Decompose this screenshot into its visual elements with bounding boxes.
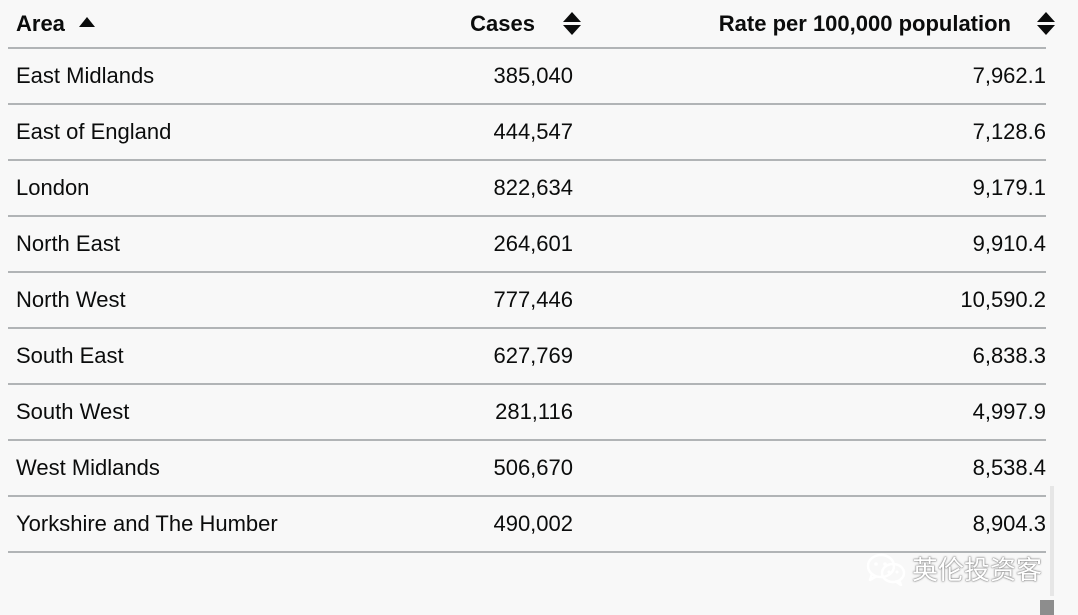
- cell-cases: 444,547: [293, 104, 573, 161]
- table-header: Area Cases Rate per 100,000 population: [8, 0, 1055, 49]
- scrollbar-thumb[interactable]: [1040, 600, 1054, 615]
- cell-area: South East: [8, 328, 293, 385]
- sort-unsorted-icon: [563, 12, 581, 35]
- table-row: London 822,634 9,179.1: [8, 160, 1046, 217]
- cell-area: Yorkshire and The Humber: [8, 496, 293, 553]
- cell-rate: 6,838.3: [573, 328, 1046, 385]
- cell-area: South West: [8, 384, 293, 441]
- table-row: West Midlands 506,670 8,538.4: [8, 440, 1046, 497]
- sort-rate-button[interactable]: Rate per 100,000 population: [718, 10, 1055, 37]
- cell-area: West Midlands: [8, 440, 293, 497]
- table-row: East of England 444,547 7,128.6: [8, 104, 1046, 161]
- cell-cases: 490,002: [293, 496, 573, 553]
- cell-cases: 385,040: [293, 48, 573, 105]
- header-row: Area Cases Rate per 100,000 population: [8, 0, 1055, 49]
- table-row: South West 281,116 4,997.9: [8, 384, 1046, 441]
- column-header-area[interactable]: Area: [8, 0, 293, 49]
- cell-area: North East: [8, 216, 293, 273]
- cell-rate: 9,179.1: [573, 160, 1046, 217]
- column-header-cases-label: Cases: [470, 10, 535, 36]
- table-row: East Midlands 385,040 7,962.1: [8, 48, 1046, 105]
- column-header-rate-label: Rate per 100,000 population: [718, 10, 1011, 36]
- sort-unsorted-icon: [1037, 12, 1055, 35]
- table-row: Yorkshire and The Humber 490,002 8,904.3: [8, 496, 1046, 553]
- cell-area: East Midlands: [8, 48, 293, 105]
- sort-cases-button[interactable]: Cases: [470, 10, 581, 37]
- cell-rate: 4,997.9: [573, 384, 1046, 441]
- page-edge-divider: [1050, 486, 1054, 596]
- cell-rate: 10,590.2: [573, 272, 1046, 329]
- column-header-area-label: Area: [16, 10, 65, 36]
- cell-cases: 264,601: [293, 216, 573, 273]
- column-header-cases[interactable]: Cases: [293, 0, 581, 49]
- cell-rate: 7,962.1: [573, 48, 1046, 105]
- cell-rate: 8,538.4: [573, 440, 1046, 497]
- sort-area-button[interactable]: Area: [16, 11, 95, 37]
- cases-table: Area Cases Rate per 100,000 population: [8, 0, 1055, 553]
- cell-rate: 8,904.3: [573, 496, 1046, 553]
- watermark: 英伦投资客: [866, 550, 1042, 587]
- column-header-rate[interactable]: Rate per 100,000 population: [573, 0, 1055, 49]
- table-row: South East 627,769 6,838.3: [8, 328, 1046, 385]
- cell-rate: 7,128.6: [573, 104, 1046, 161]
- cell-cases: 822,634: [293, 160, 573, 217]
- table-row: North East 264,601 9,910.4: [8, 216, 1046, 273]
- cell-area: London: [8, 160, 293, 217]
- cell-rate: 9,910.4: [573, 216, 1046, 273]
- cell-cases: 506,670: [293, 440, 573, 497]
- table-row: North West 777,446 10,590.2: [8, 272, 1046, 329]
- cell-cases: 627,769: [293, 328, 573, 385]
- wechat-icon: [866, 553, 906, 586]
- cell-area: North West: [8, 272, 293, 329]
- cell-cases: 777,446: [293, 272, 573, 329]
- watermark-text: 英伦投资客: [912, 556, 1043, 586]
- table-body: East Midlands 385,040 7,962.1 East of En…: [8, 48, 1046, 553]
- sort-ascending-icon: [78, 16, 95, 27]
- cell-area: East of England: [8, 104, 293, 161]
- cell-cases: 281,116: [293, 384, 573, 441]
